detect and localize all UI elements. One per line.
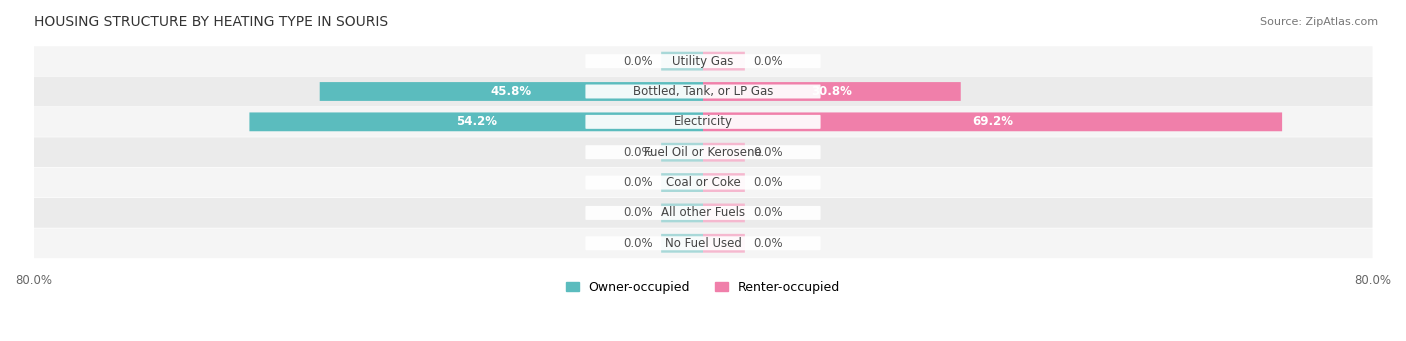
Text: HOUSING STRUCTURE BY HEATING TYPE IN SOURIS: HOUSING STRUCTURE BY HEATING TYPE IN SOU… xyxy=(34,15,388,29)
FancyBboxPatch shape xyxy=(585,115,821,129)
Text: All other Fuels: All other Fuels xyxy=(661,206,745,219)
Legend: Owner-occupied, Renter-occupied: Owner-occupied, Renter-occupied xyxy=(561,276,845,299)
FancyBboxPatch shape xyxy=(34,198,1372,228)
Text: 0.0%: 0.0% xyxy=(623,146,652,159)
FancyBboxPatch shape xyxy=(661,143,703,162)
FancyBboxPatch shape xyxy=(661,234,703,253)
Text: 0.0%: 0.0% xyxy=(623,55,652,68)
Text: 0.0%: 0.0% xyxy=(754,55,783,68)
Text: Electricity: Electricity xyxy=(673,115,733,128)
Text: Fuel Oil or Kerosene: Fuel Oil or Kerosene xyxy=(644,146,762,159)
FancyBboxPatch shape xyxy=(661,173,703,192)
Text: Utility Gas: Utility Gas xyxy=(672,55,734,68)
FancyBboxPatch shape xyxy=(34,137,1372,167)
Text: 0.0%: 0.0% xyxy=(754,146,783,159)
FancyBboxPatch shape xyxy=(661,52,703,71)
Text: 0.0%: 0.0% xyxy=(623,176,652,189)
Text: 0.0%: 0.0% xyxy=(623,206,652,219)
FancyBboxPatch shape xyxy=(585,145,821,159)
FancyBboxPatch shape xyxy=(319,82,703,101)
Text: 0.0%: 0.0% xyxy=(754,206,783,219)
FancyBboxPatch shape xyxy=(585,85,821,99)
FancyBboxPatch shape xyxy=(703,234,745,253)
FancyBboxPatch shape xyxy=(585,176,821,190)
Text: 45.8%: 45.8% xyxy=(491,85,531,98)
Text: 30.8%: 30.8% xyxy=(811,85,852,98)
FancyBboxPatch shape xyxy=(661,204,703,222)
FancyBboxPatch shape xyxy=(703,173,745,192)
Text: 0.0%: 0.0% xyxy=(623,237,652,250)
FancyBboxPatch shape xyxy=(703,113,1282,131)
FancyBboxPatch shape xyxy=(703,204,745,222)
FancyBboxPatch shape xyxy=(34,168,1372,197)
FancyBboxPatch shape xyxy=(703,143,745,162)
FancyBboxPatch shape xyxy=(249,113,703,131)
Text: 0.0%: 0.0% xyxy=(754,237,783,250)
Text: Coal or Coke: Coal or Coke xyxy=(665,176,741,189)
FancyBboxPatch shape xyxy=(703,52,745,71)
FancyBboxPatch shape xyxy=(585,54,821,68)
FancyBboxPatch shape xyxy=(34,46,1372,76)
FancyBboxPatch shape xyxy=(703,82,960,101)
Text: 54.2%: 54.2% xyxy=(456,115,496,128)
Text: 0.0%: 0.0% xyxy=(754,176,783,189)
Text: Bottled, Tank, or LP Gas: Bottled, Tank, or LP Gas xyxy=(633,85,773,98)
Text: 69.2%: 69.2% xyxy=(972,115,1014,128)
Text: Source: ZipAtlas.com: Source: ZipAtlas.com xyxy=(1260,17,1378,27)
FancyBboxPatch shape xyxy=(34,107,1372,137)
Text: No Fuel Used: No Fuel Used xyxy=(665,237,741,250)
FancyBboxPatch shape xyxy=(585,206,821,220)
FancyBboxPatch shape xyxy=(585,236,821,250)
FancyBboxPatch shape xyxy=(34,228,1372,258)
FancyBboxPatch shape xyxy=(34,77,1372,106)
